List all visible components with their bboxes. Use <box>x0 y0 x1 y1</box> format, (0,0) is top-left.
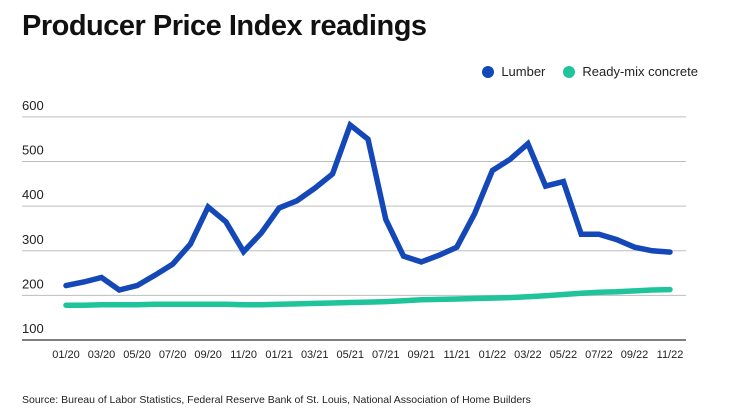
x-tick-label: 05/22 <box>550 349 578 361</box>
y-tick-label: 300 <box>22 232 44 247</box>
series-line-ready-mix-concrete <box>63 286 673 308</box>
x-tick-label: 11/21 <box>443 349 470 361</box>
x-tick-label: 07/22 <box>585 349 613 361</box>
x-tick-label: 05/20 <box>123 349 151 361</box>
x-tick-label: 05/21 <box>336 349 364 361</box>
y-tick-label: 100 <box>22 321 44 336</box>
y-tick-label: 400 <box>22 187 44 202</box>
x-tick-label: 03/20 <box>88 349 116 361</box>
x-tick-label: 09/21 <box>408 349 436 361</box>
legend-swatch-ready-mix-concrete <box>563 65 576 78</box>
legend-label-lumber: Lumber <box>501 64 546 79</box>
x-tick-label: 09/20 <box>194 349 222 361</box>
x-tick-label: 03/21 <box>301 349 329 361</box>
legend-label-ready-mix-concrete: Ready-mix concrete <box>582 64 698 79</box>
x-tick-label: 11/22 <box>657 349 684 361</box>
legend-item-lumber: Lumber <box>482 64 545 79</box>
legend: Lumber Ready-mix concrete <box>482 64 698 79</box>
legend-swatch-lumber <box>482 65 495 78</box>
x-tick-label: 01/21 <box>265 349 293 361</box>
x-tick-label: 01/20 <box>52 349 80 361</box>
x-tick-label: 01/22 <box>479 349 507 361</box>
y-tick-label: 600 <box>22 98 44 113</box>
x-tick-label: 07/21 <box>372 349 400 361</box>
x-tick-label: 11/20 <box>230 349 257 361</box>
y-tick-label: 200 <box>22 276 44 291</box>
x-tick-label: 03/22 <box>514 349 542 361</box>
source-note: Source: Bureau of Labor Statistics, Fede… <box>22 394 531 406</box>
y-tick-label: 500 <box>22 143 44 158</box>
x-tick-label: 07/20 <box>159 349 187 361</box>
legend-item-ready-mix-concrete: Ready-mix concrete <box>563 64 698 79</box>
chart-title: Producer Price Index readings <box>22 10 427 42</box>
x-tick-label: 09/22 <box>621 349 649 361</box>
series-line-lumber <box>63 120 673 293</box>
